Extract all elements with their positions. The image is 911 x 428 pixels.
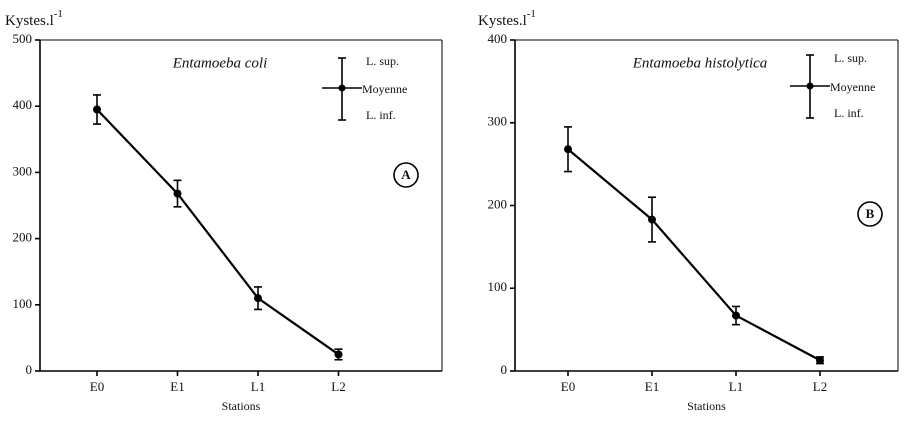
point bbox=[816, 356, 824, 365]
legend-label: L. sup. bbox=[366, 54, 399, 68]
y-label-text: Kystes.l bbox=[5, 13, 54, 29]
legend-label: Moyenne bbox=[830, 80, 875, 94]
y-tick-label: 0 bbox=[26, 362, 33, 377]
x-tick-label: L1 bbox=[729, 379, 743, 394]
point bbox=[334, 350, 343, 359]
point bbox=[564, 145, 572, 154]
y-axis-label: Kystes.l-1 bbox=[5, 8, 63, 30]
point bbox=[254, 294, 262, 303]
x-tick-label: E1 bbox=[170, 379, 184, 394]
legend-label: Moyenne bbox=[362, 82, 407, 96]
x-tick-label: L1 bbox=[251, 379, 265, 394]
y-tick-label: 100 bbox=[488, 279, 508, 294]
y-axis-label: Kystes.l-1 bbox=[478, 8, 536, 30]
legend-label: L. sup. bbox=[834, 51, 867, 65]
x-tick-label: L2 bbox=[331, 379, 345, 394]
y-label-exponent: -1 bbox=[527, 8, 536, 20]
annotation: B bbox=[866, 206, 875, 221]
mean-line bbox=[96, 108, 340, 356]
annotation-circle bbox=[857, 201, 883, 227]
x-tick-label: E1 bbox=[645, 379, 659, 394]
point bbox=[173, 189, 182, 198]
mean-line bbox=[567, 148, 821, 362]
x-tick-label: L2 bbox=[813, 379, 827, 394]
chart-title: Entamoeba coli bbox=[172, 55, 268, 71]
y-tick-label: 500 bbox=[13, 31, 33, 46]
x-axis-label: Stations bbox=[222, 399, 261, 413]
point bbox=[732, 311, 740, 320]
y-tick-label: 0 bbox=[501, 362, 508, 377]
y-tick-label: 200 bbox=[488, 196, 508, 211]
x-tick-label: E0 bbox=[561, 379, 575, 394]
point bbox=[648, 215, 656, 224]
y-tick-label: 400 bbox=[488, 31, 508, 46]
y-label-text: Kystes.l bbox=[478, 13, 527, 29]
x-tick-label: E0 bbox=[90, 379, 104, 394]
annotation-circle bbox=[393, 162, 419, 188]
y-tick-label: 300 bbox=[13, 163, 33, 178]
y-tick-label: 300 bbox=[488, 114, 508, 129]
x-axis-label: Stations bbox=[687, 399, 726, 413]
y-label-exponent: -1 bbox=[54, 8, 63, 20]
point bbox=[93, 105, 101, 114]
y-tick-label: 400 bbox=[13, 97, 33, 112]
legend-label: L. inf. bbox=[834, 106, 864, 120]
legend-dot bbox=[338, 84, 346, 92]
legend-label: L. inf. bbox=[366, 108, 396, 122]
annotation: A bbox=[401, 167, 411, 182]
y-tick-label: 100 bbox=[13, 296, 33, 311]
legend-dot bbox=[806, 82, 814, 90]
chart-title: Entamoeba histolytica bbox=[632, 55, 768, 71]
y-tick-label: 200 bbox=[13, 230, 33, 245]
